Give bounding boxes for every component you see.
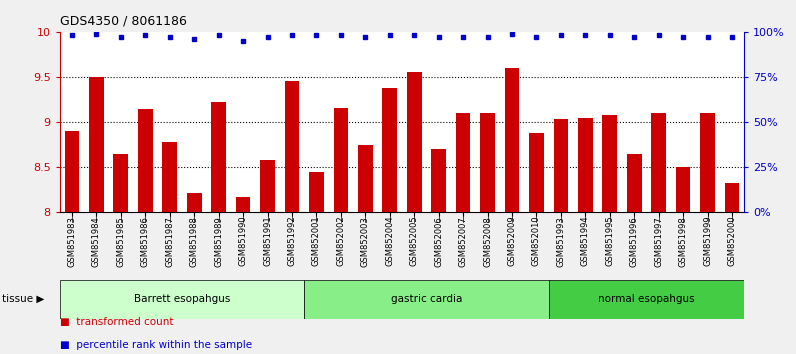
Text: GDS4350 / 8061186: GDS4350 / 8061186	[60, 14, 186, 27]
Bar	[334, 108, 348, 212]
Bar	[211, 102, 226, 212]
Text: GSM851993: GSM851993	[556, 216, 565, 267]
Text: GSM852006: GSM852006	[434, 216, 443, 267]
Text: GSM851997: GSM851997	[654, 216, 663, 267]
Text: GSM851996: GSM851996	[630, 216, 638, 267]
Text: GSM851994: GSM851994	[581, 216, 590, 267]
Bar	[651, 113, 666, 212]
Bar	[162, 142, 177, 212]
Bar	[505, 68, 519, 212]
Bar	[431, 149, 446, 212]
Text: GSM851987: GSM851987	[166, 216, 174, 267]
Text: GSM851985: GSM851985	[116, 216, 125, 267]
Text: GSM852004: GSM852004	[385, 216, 394, 267]
Text: gastric cardia: gastric cardia	[391, 294, 462, 304]
Text: GSM851988: GSM851988	[189, 216, 199, 267]
Bar	[529, 133, 544, 212]
Text: GSM851990: GSM851990	[239, 216, 248, 267]
Text: GSM852010: GSM852010	[532, 216, 541, 267]
Text: GSM852003: GSM852003	[361, 216, 370, 267]
Bar	[548, 280, 744, 319]
Bar	[578, 118, 593, 212]
Bar	[304, 280, 548, 319]
Text: normal esopahgus: normal esopahgus	[598, 294, 695, 304]
Bar	[553, 119, 568, 212]
Bar	[627, 154, 642, 212]
Bar	[260, 160, 275, 212]
Text: GSM851995: GSM851995	[605, 216, 615, 267]
Bar	[603, 115, 617, 212]
Text: GSM851983: GSM851983	[68, 216, 76, 267]
Text: GSM852002: GSM852002	[337, 216, 345, 267]
Text: GSM851999: GSM851999	[703, 216, 712, 267]
Text: GSM851986: GSM851986	[141, 216, 150, 267]
Bar	[138, 109, 153, 212]
Bar	[700, 113, 715, 212]
Text: GSM852009: GSM852009	[508, 216, 517, 267]
Bar	[64, 131, 80, 212]
Text: ■  transformed count: ■ transformed count	[60, 318, 174, 327]
Text: GSM851984: GSM851984	[92, 216, 101, 267]
Text: GSM852005: GSM852005	[410, 216, 419, 267]
Bar	[236, 197, 251, 212]
Text: GSM851992: GSM851992	[287, 216, 296, 267]
Text: GSM852007: GSM852007	[458, 216, 467, 267]
Bar	[187, 193, 201, 212]
Bar	[480, 113, 495, 212]
Bar	[676, 167, 690, 212]
Bar	[89, 77, 103, 212]
Text: GSM851998: GSM851998	[679, 216, 688, 267]
Text: GSM851991: GSM851991	[263, 216, 272, 267]
Text: GSM851989: GSM851989	[214, 216, 223, 267]
Text: tissue ▶: tissue ▶	[2, 294, 44, 304]
Text: GSM852001: GSM852001	[312, 216, 321, 267]
Bar	[407, 73, 422, 212]
Bar	[456, 113, 470, 212]
Text: ■  percentile rank within the sample: ■ percentile rank within the sample	[60, 341, 252, 350]
Bar	[285, 81, 299, 212]
Bar	[724, 183, 739, 212]
Text: GSM852008: GSM852008	[483, 216, 492, 267]
Bar	[114, 154, 128, 212]
Bar	[382, 88, 397, 212]
Bar	[60, 280, 304, 319]
Bar	[358, 145, 373, 212]
Bar	[309, 172, 324, 212]
Text: Barrett esopahgus: Barrett esopahgus	[134, 294, 230, 304]
Text: GSM852000: GSM852000	[728, 216, 736, 267]
